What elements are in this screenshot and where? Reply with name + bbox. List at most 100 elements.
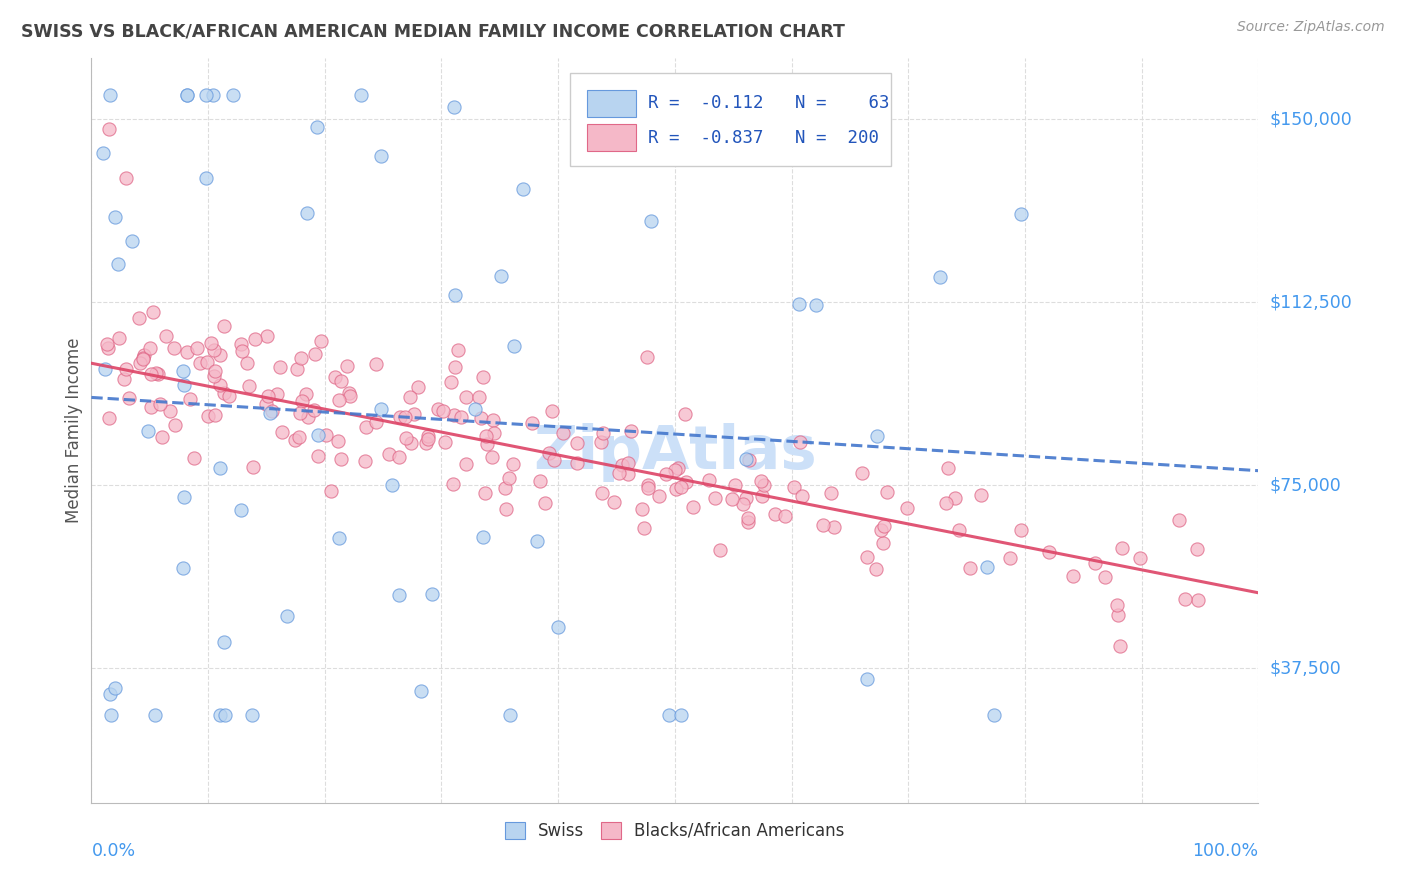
Text: $37,500: $37,500	[1270, 659, 1341, 678]
Point	[229, 503, 252, 517]
Point	[754, 478, 776, 492]
Point	[724, 478, 747, 492]
Point	[1185, 541, 1208, 556]
Point	[98, 411, 121, 425]
Point	[186, 341, 208, 355]
Point	[328, 393, 350, 408]
Point	[143, 707, 166, 722]
Point	[304, 402, 326, 417]
Point	[806, 298, 828, 312]
Point	[426, 401, 449, 416]
Point	[636, 350, 658, 364]
Text: ZipAtlas: ZipAtlas	[533, 423, 817, 483]
Point	[789, 434, 811, 449]
Point	[201, 87, 224, 102]
Point	[475, 429, 498, 443]
Point	[202, 343, 225, 357]
Point	[326, 434, 349, 449]
Point	[443, 408, 465, 422]
Point	[150, 430, 173, 444]
Point	[269, 359, 291, 374]
Point	[173, 490, 195, 504]
Point	[1111, 541, 1133, 555]
Point	[669, 480, 692, 494]
Point	[96, 341, 118, 355]
Point	[176, 87, 198, 102]
Point	[212, 319, 235, 334]
Point	[212, 635, 235, 649]
Point	[502, 458, 524, 472]
Point	[602, 495, 624, 509]
Point	[1107, 608, 1129, 623]
Point	[432, 404, 454, 418]
Point	[416, 429, 439, 443]
Point	[1105, 599, 1128, 613]
Point	[337, 386, 360, 401]
Point	[370, 149, 392, 163]
Point	[404, 407, 426, 421]
Point	[633, 521, 655, 535]
Point	[721, 491, 744, 506]
FancyBboxPatch shape	[569, 73, 891, 166]
Text: R =  -0.112   N =    63: R = -0.112 N = 63	[648, 95, 890, 112]
Point	[364, 415, 387, 429]
Point	[98, 686, 121, 700]
Point	[136, 424, 159, 438]
Legend: Swiss, Blacks/African Americans: Swiss, Blacks/African Americans	[498, 815, 852, 847]
Point	[163, 418, 186, 433]
FancyBboxPatch shape	[588, 90, 637, 117]
Point	[411, 684, 433, 698]
Point	[329, 375, 352, 389]
Point	[682, 500, 704, 514]
Point	[214, 707, 236, 722]
Point	[229, 337, 252, 351]
Point	[669, 707, 692, 722]
Point	[172, 363, 194, 377]
Text: 100.0%: 100.0%	[1192, 842, 1258, 860]
Point	[865, 562, 887, 576]
Point	[257, 389, 280, 403]
Point	[311, 334, 333, 349]
Point	[388, 450, 411, 464]
Point	[399, 435, 422, 450]
Text: 0.0%: 0.0%	[91, 842, 135, 860]
Point	[415, 435, 437, 450]
Point	[104, 681, 127, 695]
Point	[773, 508, 796, 523]
Point	[420, 587, 443, 601]
Point	[307, 428, 329, 442]
Point	[441, 477, 464, 491]
Point	[443, 100, 465, 114]
Point	[243, 332, 266, 346]
Point	[260, 404, 283, 418]
Point	[240, 707, 263, 722]
Point	[148, 367, 170, 381]
Point	[1062, 569, 1084, 583]
Point	[943, 491, 966, 505]
Point	[399, 390, 422, 404]
Point	[499, 707, 522, 722]
Point	[1038, 545, 1060, 559]
Text: $112,500: $112,500	[1270, 293, 1353, 311]
Point	[100, 707, 122, 722]
Point	[538, 445, 561, 459]
Point	[464, 401, 486, 416]
Point	[616, 467, 638, 481]
Point	[290, 351, 312, 366]
Point	[440, 375, 463, 389]
Point	[529, 474, 551, 488]
Point	[935, 496, 957, 510]
Point	[96, 337, 118, 351]
Point	[172, 561, 194, 575]
Point	[329, 451, 352, 466]
Point	[266, 387, 288, 401]
Point	[208, 378, 231, 392]
Point	[734, 491, 756, 505]
Point	[866, 429, 889, 443]
Point	[323, 370, 346, 384]
Point	[495, 501, 517, 516]
Point	[959, 560, 981, 574]
Point	[543, 453, 565, 467]
Point	[787, 87, 810, 102]
Point	[823, 520, 845, 534]
